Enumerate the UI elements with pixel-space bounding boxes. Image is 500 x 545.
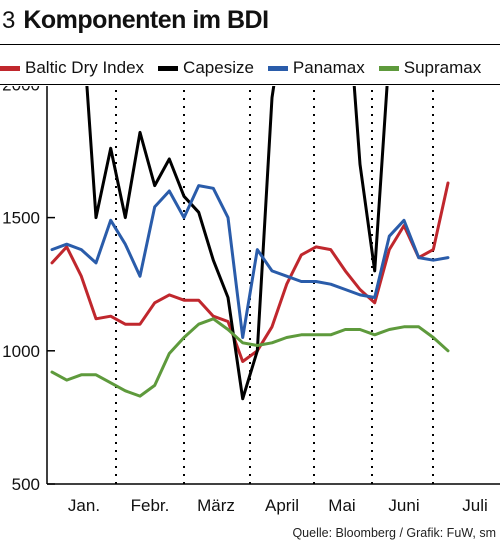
- legend-swatch: [158, 65, 179, 71]
- x-tick-label: April: [265, 496, 299, 515]
- line-chart: 50010001500200025003000Jan.Febr.MärzApri…: [2, 86, 500, 515]
- source-note: Quelle: Bloomberg / Grafik: FuW, sm: [292, 526, 496, 540]
- series-line-capesize: [85, 86, 389, 401]
- x-tick-label: Juni: [388, 496, 419, 515]
- figure-number: 3: [2, 7, 16, 34]
- legend-rule: [0, 84, 500, 85]
- header-rule: [0, 44, 500, 45]
- legend-swatch: [378, 65, 399, 71]
- x-tick-label: Mai: [328, 496, 355, 515]
- y-tick-label: 1000: [2, 342, 40, 361]
- legend-swatch: [267, 65, 288, 71]
- y-tick-label: 2000: [2, 86, 40, 94]
- x-tick-label: Febr.: [131, 496, 170, 515]
- x-tick-label: Jan.: [68, 496, 100, 515]
- legend-label: Baltic Dry Index: [25, 58, 145, 77]
- legend-item: Supramax: [378, 58, 482, 78]
- legend-item: Capesize: [158, 58, 254, 78]
- legend-label: Supramax: [403, 58, 482, 77]
- y-tick-label: 500: [12, 475, 40, 494]
- chart-header: 3 Komponenten im BDI: [0, 6, 269, 40]
- series-line-supramax: [50, 317, 450, 398]
- legend-label: Capesize: [183, 58, 254, 77]
- y-tick-label: 1500: [2, 209, 40, 228]
- legend-label: Panamax: [292, 58, 365, 77]
- legend-swatch: [0, 65, 20, 71]
- x-tick-label: März: [197, 496, 235, 515]
- legend-item: Panamax: [267, 58, 365, 78]
- series-line-panamax: [50, 184, 450, 339]
- series-line-baltic-dry-index: [50, 181, 450, 363]
- chart-title: Komponenten im BDI: [23, 6, 269, 34]
- legend-item: Baltic Dry Index: [0, 58, 144, 78]
- legend: Baltic Dry Index Capesize Panamax Supramax: [0, 56, 500, 80]
- x-tick-label: Juli: [462, 496, 488, 515]
